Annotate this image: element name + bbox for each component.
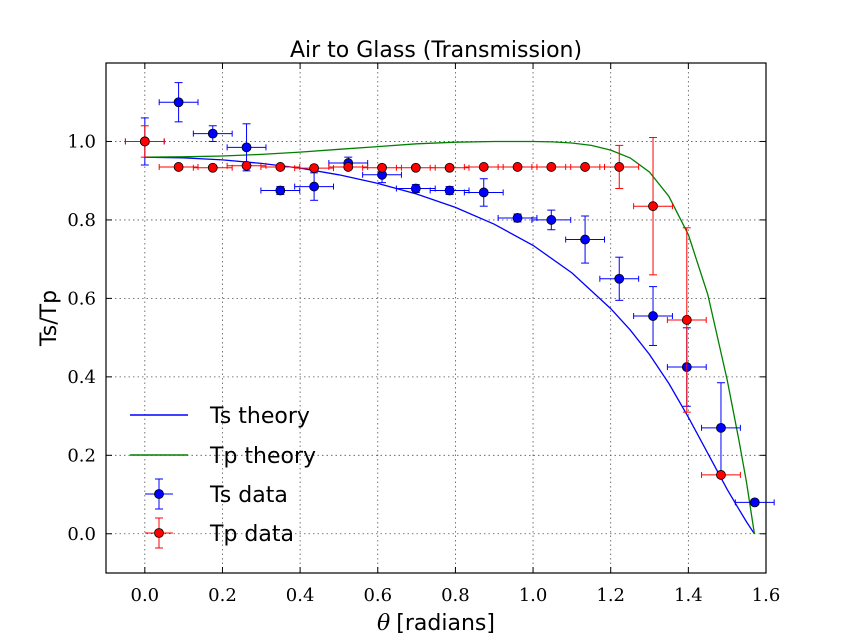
legend-label-ts-theory: Ts theory	[209, 404, 310, 429]
legend-swatch-tp-data	[154, 528, 164, 538]
data-point	[648, 311, 658, 321]
data-points	[124, 82, 775, 508]
data-point	[410, 183, 421, 194]
y-tick-label: 0.2	[67, 445, 96, 466]
data-point	[478, 187, 489, 198]
legend: Ts theory Tp theory Ts data Tp data	[130, 404, 316, 549]
data-point	[275, 162, 286, 172]
x-tick-label: 0.4	[286, 585, 315, 606]
legend-swatch-ts-data	[154, 489, 164, 499]
data-point	[546, 215, 557, 225]
data-point	[139, 136, 150, 147]
data-point	[309, 163, 319, 174]
legend-label-tp-data: Tp data	[209, 522, 294, 547]
data-point	[377, 162, 387, 173]
x-tick-label: 1.4	[674, 585, 703, 606]
tick-labels: 0.0 0.2 0.4 0.6 0.8 1.0 1.2 1.4 1.6 0.0 0.2 0.4 0.6 0…	[67, 131, 780, 606]
data-point	[343, 162, 354, 172]
data-point	[580, 234, 590, 245]
x-axis-unit: [radians]	[396, 611, 495, 636]
data-point	[173, 97, 184, 108]
y-tick-label: 0.6	[67, 288, 96, 309]
data-point	[173, 162, 184, 172]
data-point	[478, 162, 489, 172]
data-point	[410, 162, 421, 173]
data-point	[275, 185, 286, 196]
data-point	[512, 162, 523, 172]
data-point	[207, 162, 218, 173]
data-point	[716, 422, 726, 433]
x-tick-label: 0.8	[441, 585, 470, 606]
data-point	[681, 315, 692, 325]
chart-title: Air to Glass (Transmission)	[290, 38, 582, 63]
x-tick-label: 1.6	[752, 585, 781, 606]
x-tick-label: 1.2	[596, 585, 625, 606]
y-tick-label: 0.0	[67, 524, 96, 545]
data-point	[309, 181, 319, 192]
legend-label-ts-data: Ts data	[209, 483, 288, 508]
data-point	[241, 142, 252, 153]
x-axis-symbol: θ	[377, 611, 390, 636]
data-point	[614, 273, 625, 284]
x-tick-label: 0.2	[208, 585, 237, 606]
data-point	[241, 160, 252, 171]
y-tick-label: 0.4	[67, 367, 96, 388]
data-point	[614, 162, 625, 172]
data-point	[546, 162, 557, 172]
y-tick-label: 1.0	[67, 131, 96, 152]
data-point	[648, 201, 658, 212]
data-point	[716, 470, 726, 480]
data-point	[444, 162, 455, 173]
legend-label-tp-theory: Tp theory	[209, 444, 316, 469]
data-point	[749, 497, 760, 508]
data-point	[580, 162, 590, 172]
x-tick-label: 0.0	[131, 585, 160, 606]
grid	[106, 63, 767, 573]
x-tick-label: 0.6	[363, 585, 392, 606]
series-tp-data	[124, 125, 741, 480]
y-tick-label: 0.8	[67, 210, 96, 231]
series-line-tp-theory	[144, 140, 756, 534]
data-point	[512, 213, 523, 223]
plot-frame	[105, 62, 767, 574]
data-point	[444, 185, 455, 196]
axis-ticks	[106, 63, 767, 573]
data-point	[207, 128, 218, 139]
y-axis-label: Ts/Tp	[37, 290, 62, 347]
x-axis-label: θ [radians]	[377, 611, 495, 636]
x-tick-label: 1.0	[519, 585, 548, 606]
